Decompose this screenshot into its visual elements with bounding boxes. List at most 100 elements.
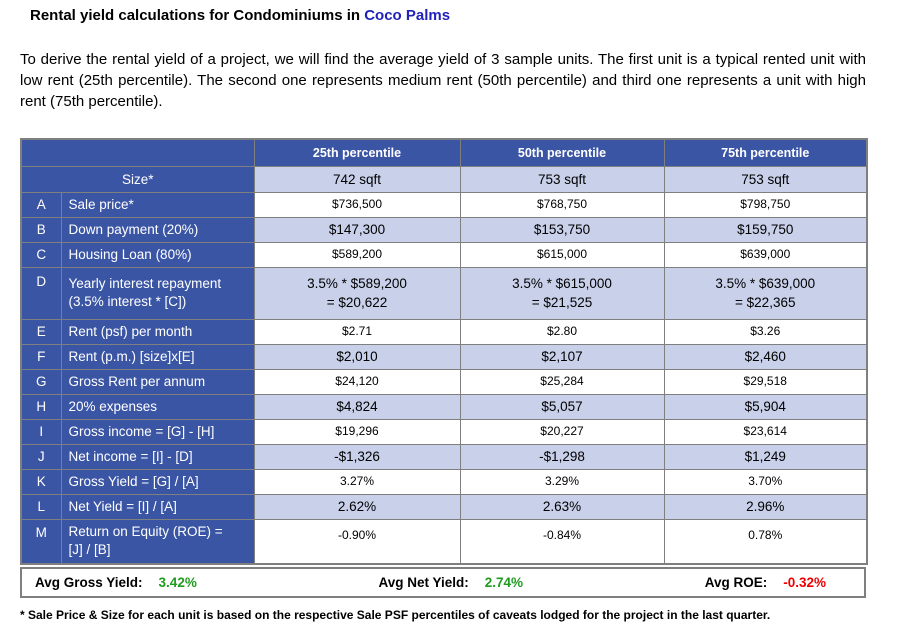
table-row: D Yearly interest repayment (3.5% interes…	[20, 266, 868, 320]
row-value-50th: $153,750	[459, 216, 665, 243]
row-value-50th: $768,750	[459, 191, 665, 218]
col-header-50th: 50th percentile	[459, 138, 665, 167]
table-row: A Sale price* $736,500 $768,750 $798,750	[20, 191, 868, 218]
row-value-25th: 2.62%	[253, 493, 461, 520]
avg-gross-yield-value: 3.42%	[158, 575, 197, 590]
row-letter: C	[20, 241, 62, 268]
avg-roe-group: Avg ROE: -0.32%	[705, 575, 826, 590]
row-value-75th: 3.5% * $639,000 = $22,365	[663, 266, 868, 320]
table-row: C Housing Loan (80%) $589,200 $615,000 $639,…	[20, 241, 868, 268]
row-label: Net income = [I] - [D]	[60, 443, 255, 470]
avg-gross-yield-group: Avg Gross Yield: 3.42%	[35, 575, 197, 590]
avg-net-yield-value: 2.74%	[484, 575, 524, 590]
col-header-75th: 75th percentile	[663, 138, 868, 167]
avg-roe-value: -0.32%	[783, 575, 826, 590]
row-letter: F	[20, 343, 62, 370]
row-value-25th: $2,010	[253, 343, 461, 370]
table-body: Size* 742 sqft 753 sqft 753 sqft A Sale p…	[20, 165, 868, 565]
table-row: H 20% expenses $4,824 $5,057 $5,904	[20, 393, 868, 420]
row-value-75th: $798,750	[663, 191, 868, 218]
footnote: * Sale Price & Size for each unit is bas…	[20, 608, 771, 622]
table-row: L Net Yield = [I] / [A] 2.62% 2.63% 2.96%	[20, 493, 868, 520]
size-row-label: Size*	[20, 165, 255, 193]
row-letter: M	[20, 518, 62, 565]
row-value-75th: $639,000	[663, 241, 868, 268]
table-row: B Down payment (20%) $147,300 $153,750 $159,…	[20, 216, 868, 243]
row-label: Housing Loan (80%)	[60, 241, 255, 268]
table-row: I Gross income = [G] - [H] $19,296 $20,227 $…	[20, 418, 868, 445]
row-letter: H	[20, 393, 62, 420]
row-label: Gross income = [G] - [H]	[60, 418, 255, 445]
row-value-50th: 3.29%	[459, 468, 665, 495]
row-value-25th: $589,200	[253, 241, 461, 268]
row-letter: K	[20, 468, 62, 495]
row-letter: B	[20, 216, 62, 243]
row-value-75th: $3.26	[663, 318, 868, 345]
row-value-75th: 3.70%	[663, 468, 868, 495]
size-row: Size* 742 sqft 753 sqft 753 sqft	[20, 165, 868, 193]
row-letter: L	[20, 493, 62, 520]
table-row: J Net income = [I] - [D] -$1,326 -$1,298 $1,…	[20, 443, 868, 470]
table-row: F Rent (p.m.) [size]x[E] $2,010 $2,107 $2,46…	[20, 343, 868, 370]
rental-yield-table: 25th percentile 50th percentile 75th per…	[20, 138, 868, 565]
row-label: Rent (psf) per month	[60, 318, 255, 345]
col-header-25th: 25th percentile	[253, 138, 461, 167]
row-label: Net Yield = [I] / [A]	[60, 493, 255, 520]
size-value-50th: 753 sqft	[459, 165, 665, 193]
row-value-75th: 2.96%	[663, 493, 868, 520]
avg-gross-yield-label: Avg Gross Yield:	[35, 575, 143, 590]
table-row: K Gross Yield = [G] / [A] 3.27% 3.29% 3.70%	[20, 468, 868, 495]
row-letter: D	[20, 266, 62, 320]
row-label: Rent (p.m.) [size]x[E]	[60, 343, 255, 370]
row-value-25th: $147,300	[253, 216, 461, 243]
row-label: Yearly interest repayment (3.5% interest…	[60, 266, 255, 320]
row-value-25th: $2.71	[253, 318, 461, 345]
row-value-25th: -0.90%	[253, 518, 461, 565]
row-label: Sale price*	[60, 191, 255, 218]
row-value-75th: $23,614	[663, 418, 868, 445]
row-value-25th: 3.27%	[253, 468, 461, 495]
avg-net-yield-label: Avg Net Yield:	[378, 575, 469, 590]
table-row: E Rent (psf) per month $2.71 $2.80 $3.26	[20, 318, 868, 345]
row-label: Down payment (20%)	[60, 216, 255, 243]
table-row: M Return on Equity (ROE) = [J] / [B] -0.90…	[20, 518, 868, 565]
row-value-50th: $615,000	[459, 241, 665, 268]
row-value-25th: $4,824	[253, 393, 461, 420]
page-title-text: Rental yield calculations for Condominiu…	[30, 7, 365, 24]
avg-roe-label: Avg ROE:	[704, 575, 768, 590]
row-value-25th: $24,120	[253, 368, 461, 395]
row-value-50th: -0.84%	[459, 518, 665, 565]
row-letter: I	[20, 418, 62, 445]
row-label: Gross Yield = [G] / [A]	[60, 468, 255, 495]
row-value-75th: $1,249	[663, 443, 868, 470]
row-value-50th: $5,057	[459, 393, 665, 420]
page-title: Rental yield calculations for Condominiu…	[30, 7, 866, 24]
row-value-50th: $2.80	[459, 318, 665, 345]
row-letter: G	[20, 368, 62, 395]
row-value-50th: $20,227	[459, 418, 665, 445]
row-value-50th: $2,107	[459, 343, 665, 370]
avg-net-yield-group: Avg Net Yield: 2.74%	[378, 575, 523, 590]
intro-paragraph: To derive the rental yield of a project,…	[20, 51, 866, 110]
row-value-50th: $25,284	[459, 368, 665, 395]
project-name: Coco Palms	[364, 7, 451, 24]
row-value-75th: $29,518	[663, 368, 868, 395]
row-label: Gross Rent per annum	[60, 368, 255, 395]
table-header-row: 25th percentile 50th percentile 75th per…	[20, 138, 868, 167]
row-letter: E	[20, 318, 62, 345]
row-value-75th: 0.78%	[663, 518, 868, 565]
row-letter: J	[20, 443, 62, 470]
row-value-25th: $736,500	[253, 191, 461, 218]
row-value-75th: $2,460	[663, 343, 868, 370]
table-row: G Gross Rent per annum $24,120 $25,284 $29,5…	[20, 368, 868, 395]
size-value-25th: 742 sqft	[253, 165, 461, 193]
row-value-50th: -$1,298	[459, 443, 665, 470]
row-value-25th: -$1,326	[253, 443, 461, 470]
summary-bar: Avg Gross Yield: 3.42% Avg Net Yield: 2.…	[20, 567, 866, 598]
row-value-75th: $159,750	[663, 216, 868, 243]
row-value-50th: 3.5% * $615,000 = $21,525	[459, 266, 665, 320]
row-label: 20% expenses	[60, 393, 255, 420]
row-letter: A	[20, 191, 62, 218]
row-label: Return on Equity (ROE) = [J] / [B]	[60, 518, 255, 565]
